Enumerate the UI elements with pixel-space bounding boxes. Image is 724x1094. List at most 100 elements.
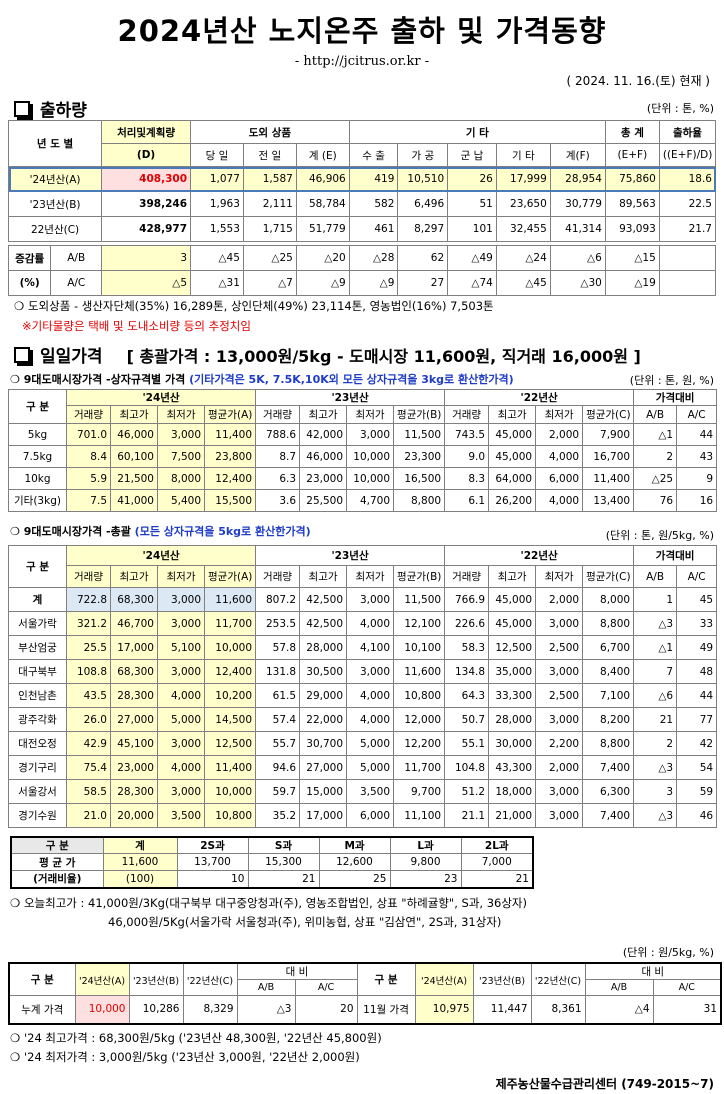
cell: △7: [242, 270, 297, 296]
cell: 17,000: [110, 635, 158, 660]
cell: 27: [397, 270, 449, 296]
cum-col: '22년산(C): [182, 962, 238, 996]
cum-compare: 대 비: [584, 962, 722, 980]
cell: 4,000: [346, 683, 395, 708]
cell: 2,500: [535, 683, 584, 708]
row-label: 경기수원: [8, 803, 67, 828]
cum-col: '24년산(A): [414, 962, 474, 996]
cell: △9: [295, 270, 350, 296]
col-min: 최저가: [157, 405, 205, 424]
cell: 7,100: [582, 683, 635, 708]
cell: 54: [676, 755, 718, 780]
header-total-sub: (E+F): [604, 143, 660, 167]
cell: △3: [633, 755, 678, 780]
grade-avg: 13,700: [176, 853, 249, 871]
cell: △3: [236, 995, 296, 1024]
shipment-note: ❍ 도외상품 - 생산자단체(35%) 16,289톤, 상인단체(49%) 2…: [14, 299, 494, 313]
cum-compare: 대 비: [236, 962, 358, 980]
header-process: 가 공: [397, 143, 449, 167]
cell: 30,779: [549, 191, 606, 217]
cell: 64.3: [444, 683, 490, 708]
today-max-2: 46,000원/5Kg(서울가락 서울청과(주), 위미농협, 상표 "김삼연"…: [108, 915, 502, 929]
cell: 2: [633, 731, 678, 756]
grade-ratio: 23: [389, 870, 462, 888]
cell: 15,000: [299, 779, 348, 804]
cell: 428,977: [101, 216, 191, 242]
cell: 41,314: [549, 216, 606, 242]
cell: 45,100: [110, 731, 158, 756]
cell: 14,500: [203, 707, 257, 732]
header-outside: 도외 상품: [190, 120, 350, 144]
cell: 77: [676, 707, 718, 732]
cell: 31: [652, 995, 722, 1024]
cell: 6,700: [582, 635, 635, 660]
cell: 27,000: [299, 755, 348, 780]
grade-col: 2L과: [460, 836, 534, 854]
cell: 4,000: [157, 683, 205, 708]
table-row: 서울가락 321.2 46,700 3,000 11,700 253.5 42,500 4,0…: [8, 611, 718, 636]
cell: 30,000: [488, 731, 537, 756]
report-date: ( 2024. 11. 16.(토) 현재 ): [566, 74, 710, 88]
table-row: '24년산(A) 408,300 1,077 1,587 46,906 419 …: [7, 166, 717, 192]
col-min: 최저가: [346, 565, 395, 588]
table-row: 서울강서 58.5 28,300 3,000 10,000 59.7 15,000 3,500…: [8, 779, 718, 804]
cell: 701.0: [66, 423, 111, 446]
header-army: 군 납: [447, 143, 497, 167]
table-row: 10kg 5.9 21,500 8,000 12,400 6.3 23,000 10,000 1…: [8, 467, 718, 490]
cell: 4,000: [535, 489, 584, 512]
cell: 10,510: [397, 166, 449, 192]
compare-header: 가격대비: [633, 389, 718, 406]
cell: 61.5: [255, 683, 301, 708]
cell: 6,000: [535, 467, 584, 490]
cell: 45,000: [488, 611, 537, 636]
cell: △3: [633, 803, 678, 828]
cell: 10,000: [203, 635, 257, 660]
cell: 21: [633, 707, 678, 732]
grade-col: L과: [389, 836, 462, 854]
cell: 3,500: [346, 779, 395, 804]
cell: △49: [447, 245, 497, 271]
cell: 3,000: [157, 423, 205, 446]
col-ab: A/B: [633, 565, 678, 588]
cell: 7: [633, 659, 678, 684]
cell: 101: [447, 216, 497, 242]
cell: 46: [676, 803, 718, 828]
header-year: 년 도 별: [7, 120, 103, 167]
cell: 6.1: [444, 489, 490, 512]
cell: 4,000: [535, 445, 584, 468]
cell: 6,300: [582, 779, 635, 804]
cell: △30: [549, 270, 606, 296]
cell: △20: [295, 245, 350, 271]
cell: △15: [604, 245, 660, 271]
cell: 18,000: [488, 779, 537, 804]
row-label: 인천남촌: [8, 683, 67, 708]
cell: 46,906: [295, 166, 350, 192]
cell: 7,400: [582, 755, 635, 780]
grade-col: S과: [247, 836, 320, 854]
cell: 59: [676, 779, 718, 804]
cell: 23,000: [299, 467, 348, 490]
cell: 48: [676, 659, 718, 684]
cell: 3,000: [157, 779, 205, 804]
grade-avg: 15,300: [247, 853, 320, 871]
cell: 226.6: [444, 611, 490, 636]
table-row: 경기구리 75.4 23,000 4,000 11,400 94.6 27,000 5,000…: [8, 755, 718, 780]
daily-summary: [ 총괄가격 : 13,000원/5kg - 도매시장 11,600원, 직거래…: [126, 347, 641, 366]
cell: △9: [348, 270, 399, 296]
grade-col: 2S과: [176, 836, 249, 854]
cell: 23,800: [203, 445, 257, 468]
cell: 20: [294, 995, 358, 1024]
cell: 11,400: [203, 423, 257, 446]
col-max: 최고가: [110, 565, 158, 588]
cell: 58.5: [66, 779, 111, 804]
total-title: ❍ 9대도매시장가격 -총괄 (모든 상자규격을 5kg로 환산한가격): [10, 525, 311, 538]
cum-label: 구 분: [8, 962, 76, 996]
cell: 22.5: [658, 191, 717, 217]
cell: △1: [633, 635, 678, 660]
site-url[interactable]: - http://jcitrus.or.kr -: [294, 54, 430, 69]
cell: 4,100: [346, 635, 395, 660]
cell: 3,000: [157, 731, 205, 756]
cell: 93,093: [604, 216, 660, 242]
cell: 33: [676, 611, 718, 636]
